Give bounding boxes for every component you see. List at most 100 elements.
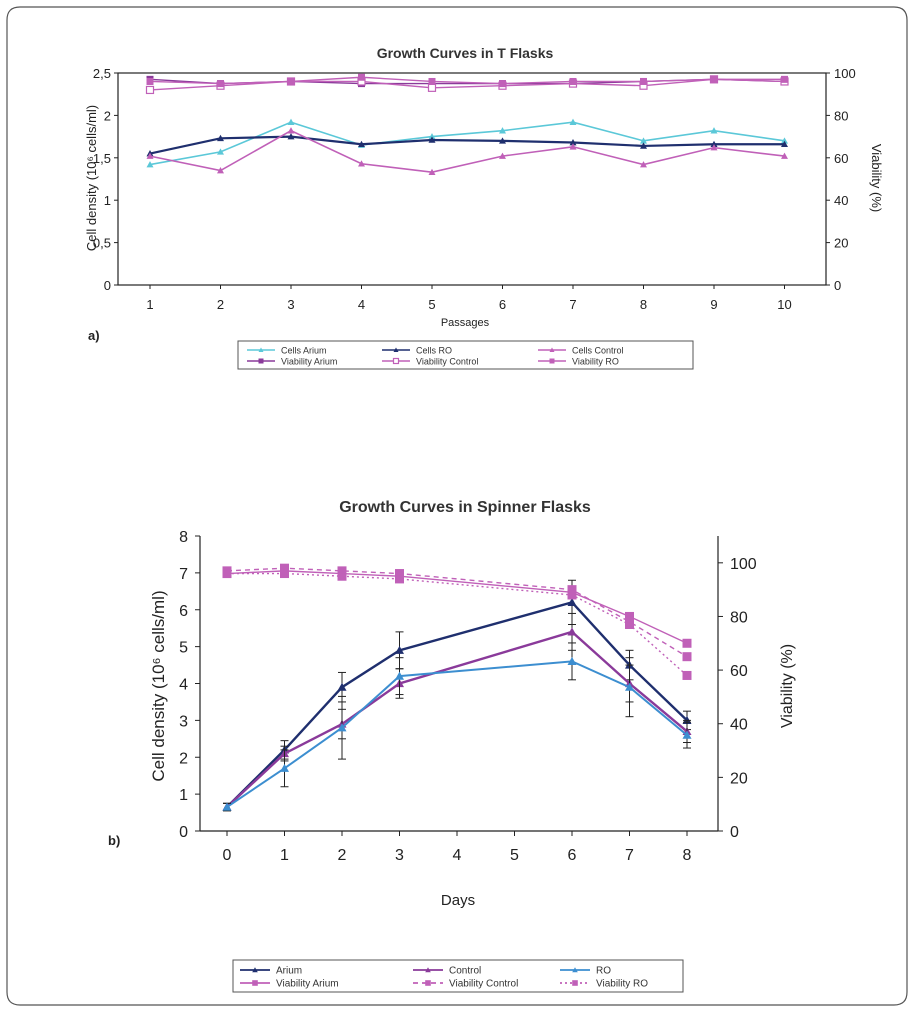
data-point-viability-control xyxy=(682,652,692,662)
series-line-control xyxy=(226,630,688,808)
legend-label-viability-ro: Viability RO xyxy=(572,357,619,367)
data-point-cells-control xyxy=(217,167,224,174)
y-tick-label-a: 1,5 xyxy=(93,151,111,166)
y-right-tick-label-b: 60 xyxy=(730,663,748,680)
panel-label-a: a) xyxy=(88,328,100,343)
data-point-viability-ro xyxy=(625,620,634,629)
data-point-control xyxy=(567,627,577,636)
y-right-tick-label-b: 80 xyxy=(730,609,748,626)
legend-marker-viability-ro xyxy=(549,358,555,364)
series-control xyxy=(222,612,692,812)
x-tick-label-b: 8 xyxy=(683,847,692,864)
data-point-arium xyxy=(567,597,577,606)
data-point-arium xyxy=(395,645,404,654)
x-tick-label-a: 6 xyxy=(499,297,506,312)
x-tick-label-b: 1 xyxy=(280,847,289,864)
x-tick-label-a: 3 xyxy=(287,297,294,312)
data-point-viability-ro xyxy=(358,73,365,81)
x-axis-label-b: Days xyxy=(441,892,475,909)
y-tick-label-a: 0 xyxy=(104,278,111,293)
data-point-viability-ro xyxy=(217,80,224,88)
series-viability-ro xyxy=(222,569,692,680)
series-line-viability-ro xyxy=(149,76,785,85)
y-right-tick-label-b: 20 xyxy=(730,770,748,787)
legend-label-control: Control xyxy=(449,966,481,977)
y-right-tick-label-a: 20 xyxy=(834,236,848,251)
series-viability-control xyxy=(145,75,789,95)
data-point-viability-control xyxy=(567,585,577,595)
data-point-cells-ro xyxy=(499,137,506,144)
legend-marker-viability-arium xyxy=(252,980,258,986)
data-point-viability-ro xyxy=(287,77,295,85)
data-point-cells-ro xyxy=(569,139,577,146)
legend-b: Arium Control RO Viability Arium Viability C… xyxy=(232,959,684,993)
x-axis-label-a: Passages xyxy=(441,317,490,329)
y-tick-label-b: 0 xyxy=(179,824,188,841)
series-line-ro xyxy=(226,660,688,808)
data-point-cells-control xyxy=(499,152,506,159)
data-point-ro xyxy=(682,730,692,739)
y-tick-label-b: 6 xyxy=(179,603,188,620)
data-point-cells-arium xyxy=(640,137,647,144)
data-point-cells-ro xyxy=(710,140,718,148)
data-point-cells-arium xyxy=(146,161,154,168)
x-tick-label-a: 4 xyxy=(358,297,365,312)
y-tick-label-b: 5 xyxy=(179,640,188,657)
x-tick-label-a: 2 xyxy=(217,297,224,312)
data-point-viability-ro xyxy=(337,571,347,581)
legend-marker-viability-control xyxy=(392,357,400,365)
plot-area-a: 0 0,5 1 1,5 2 2,5 0 20 40 60 80 100 1 2 3 4 5 6 7 8 9 10 xyxy=(93,66,856,312)
chart-spinner-flasks: Growth Curves in Spinner Flasks Cell den… xyxy=(108,499,796,993)
x-tick-label-a: 5 xyxy=(428,297,435,312)
data-point-viability-control xyxy=(427,83,437,92)
data-point-viability-ro xyxy=(146,77,154,85)
data-point-viability-ro xyxy=(781,75,788,83)
chart-title-b: Growth Curves in Spinner Flasks xyxy=(339,499,591,516)
x-tick-label-a: 8 xyxy=(640,297,647,312)
x-tick-label-b: 3 xyxy=(395,847,404,864)
y-right-tick-label-a: 80 xyxy=(834,108,848,123)
y-tick-label-b: 8 xyxy=(179,529,188,546)
legend-label-cells-arium: Cells Arium xyxy=(281,346,327,356)
legend-a: Cells Arium Cells RO Cells ControlViabilit… xyxy=(237,340,694,370)
data-point-cells-ro xyxy=(358,140,365,148)
legend-marker-viability-arium xyxy=(258,358,264,364)
data-point-cells-control xyxy=(781,152,788,159)
data-point-cells-arium xyxy=(428,133,436,140)
y-right-tick-label-a: 100 xyxy=(834,66,856,81)
data-point-cells-arium xyxy=(781,137,788,144)
data-point-viability-ro xyxy=(499,80,506,88)
chart-t-flasks: Growth Curves in T Flasks Cell density (… xyxy=(84,45,884,370)
series-line-viability-control xyxy=(149,78,785,91)
data-point-viability-ro xyxy=(569,77,577,85)
x-tick-label-a: 7 xyxy=(569,297,576,312)
data-point-cells-control xyxy=(358,160,365,167)
series-line-cells-arium xyxy=(149,121,785,166)
data-point-viability-ro xyxy=(428,77,436,85)
legend-marker-ro xyxy=(572,967,578,973)
legend-label-arium: Arium xyxy=(276,966,302,977)
y-right-tick-label-a: 60 xyxy=(834,151,848,166)
data-point-viability-ro xyxy=(280,569,289,579)
x-tick-label-b: 4 xyxy=(453,847,462,864)
plot-border-a xyxy=(117,72,827,286)
series-cells-control xyxy=(146,127,788,176)
data-point-viability-control xyxy=(337,566,347,576)
series-viability-ro xyxy=(146,73,788,88)
x-tick-label-b: 5 xyxy=(510,847,519,864)
data-point-ro xyxy=(337,723,347,732)
y-tick-label-a: 0,5 xyxy=(93,236,111,251)
series-arium xyxy=(222,579,692,812)
data-point-cells-control xyxy=(710,144,718,151)
figure-frame xyxy=(6,6,908,1006)
series-line-arium xyxy=(226,601,688,808)
data-point-cells-arium xyxy=(217,148,224,155)
legend-label-viability-control: Viability Control xyxy=(449,979,518,990)
x-tick-label-b: 6 xyxy=(568,847,577,864)
data-point-cells-control xyxy=(146,152,154,159)
y-tick-label-b: 3 xyxy=(179,713,188,730)
data-point-cells-arium xyxy=(710,127,718,134)
data-point-ro xyxy=(625,682,634,691)
y-tick-label-a: 2,5 xyxy=(93,66,111,81)
